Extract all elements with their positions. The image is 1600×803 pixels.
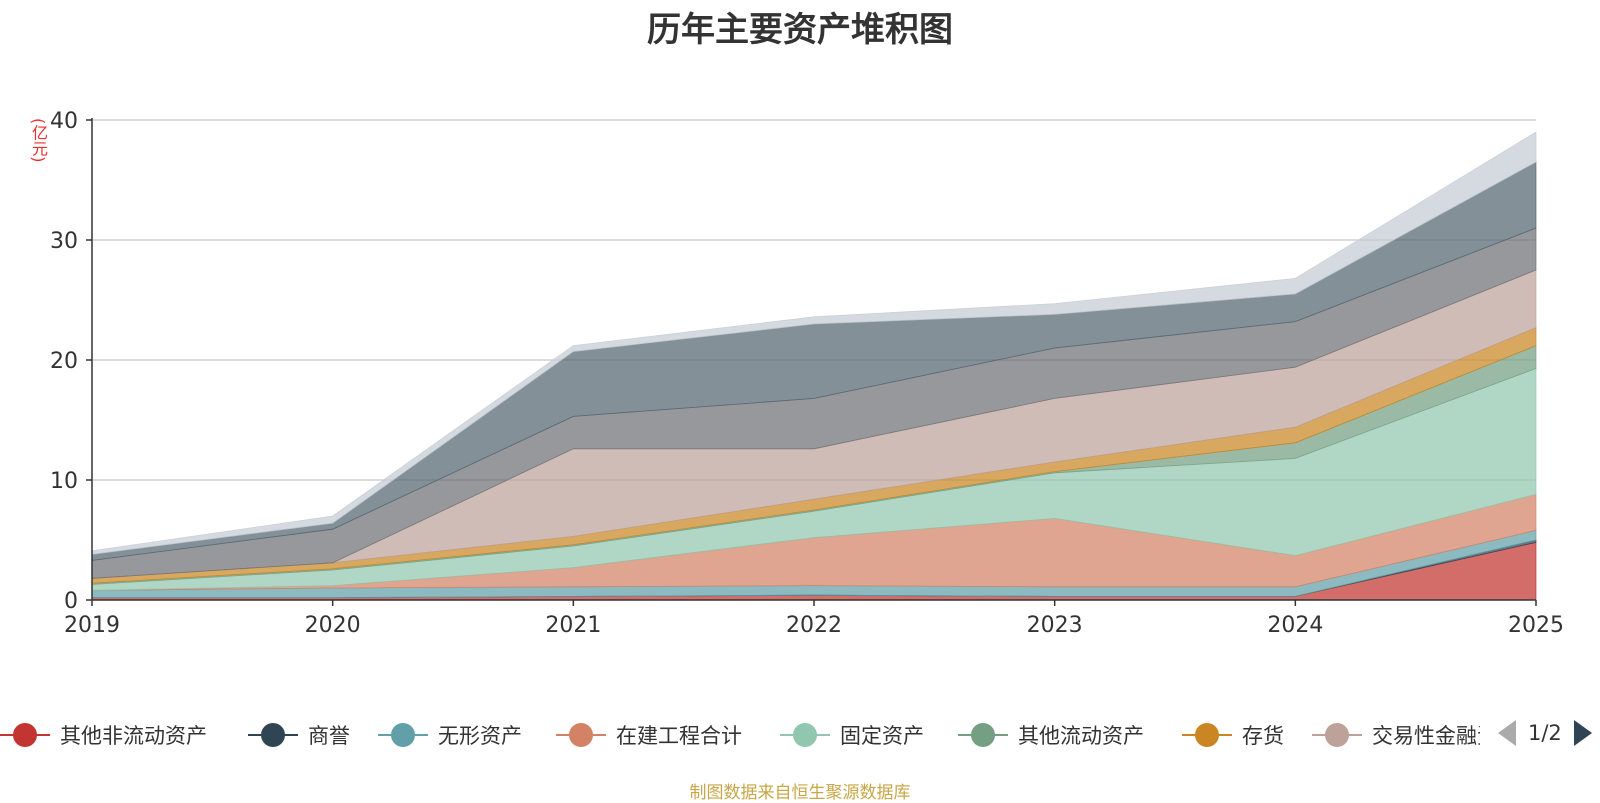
- legend-item-construction-in-progress[interactable]: 在建工程合计: [556, 718, 742, 752]
- legend-label: 无形资产: [438, 724, 522, 748]
- x-tick-label: 2020: [305, 613, 361, 638]
- legend-next-page-icon[interactable]: [1573, 720, 1592, 746]
- legend-item-other-current-assets[interactable]: 其他流动资产: [958, 718, 1144, 752]
- legend-marker-icon: [1312, 723, 1362, 747]
- legend-item-trading-financial-assets[interactable]: 交易性金融资产: [1312, 718, 1480, 752]
- legend-marker-icon: [958, 723, 1008, 747]
- legend-pager: 1/2: [1498, 716, 1592, 750]
- y-tick-label: 40: [50, 109, 78, 134]
- x-tick-label: 2024: [1267, 613, 1323, 638]
- legend-item-intangible-assets[interactable]: 无形资产: [378, 718, 522, 752]
- x-tick-label: 2021: [545, 613, 601, 638]
- legend-marker-icon: [378, 723, 428, 747]
- legend-marker-icon: [0, 723, 50, 747]
- legend-label: 存货: [1242, 724, 1284, 748]
- legend-marker-icon: [248, 723, 298, 747]
- chart-title: 历年主要资产堆积图: [647, 10, 953, 50]
- area-series: [91, 131, 1537, 601]
- legend-item-other-noncurrent-assets[interactable]: 其他非流动资产: [0, 718, 207, 752]
- legend-page-indicator: 1/2: [1528, 721, 1562, 745]
- legend-label: 交易性金融资产: [1372, 724, 1480, 748]
- legend-label: 在建工程合计: [616, 724, 742, 748]
- y-tick-label: 30: [50, 229, 78, 254]
- legend-label: 商誉: [308, 724, 350, 748]
- x-tick-label: 2025: [1508, 613, 1564, 638]
- x-tick-label: 2023: [1027, 613, 1083, 638]
- y-tick-label: 0: [64, 589, 78, 614]
- legend-item-inventory[interactable]: 存货: [1182, 718, 1284, 752]
- legend-prev-page-icon[interactable]: [1498, 720, 1516, 746]
- y-tick-label: 20: [50, 349, 78, 374]
- x-tick-label: 2022: [786, 613, 842, 638]
- legend-marker-icon: [556, 723, 606, 747]
- y-axis-unit-label: (亿元): [29, 118, 48, 163]
- legend-marker-icon: [1182, 723, 1232, 747]
- axes: 0 10 20 30 40 2019 2020 2021 2022 2023 2024 2025: [50, 109, 1564, 638]
- legend-item-goodwill[interactable]: 商誉: [248, 718, 350, 752]
- area-series-10: [91, 131, 1537, 555]
- legend-label: 其他非流动资产: [60, 724, 207, 748]
- legend-label: 其他流动资产: [1018, 724, 1144, 748]
- legend-marker-icon: [780, 723, 830, 747]
- source-note: 制图数据来自恒生聚源数据库: [689, 783, 911, 803]
- y-tick-label: 10: [50, 469, 78, 494]
- legend-label: 固定资产: [840, 724, 924, 748]
- legend-item-fixed-assets[interactable]: 固定资产: [780, 718, 924, 752]
- legend: 其他非流动资产 商誉 无形资产 在建工程合计 固定资产 其他流动资产 存货 交易…: [0, 718, 1480, 752]
- stacked-area-chart: 0 10 20 30 40 2019 2020 2021 2022 2023 2024 2025: [50, 109, 1564, 638]
- x-tick-label: 2019: [64, 613, 120, 638]
